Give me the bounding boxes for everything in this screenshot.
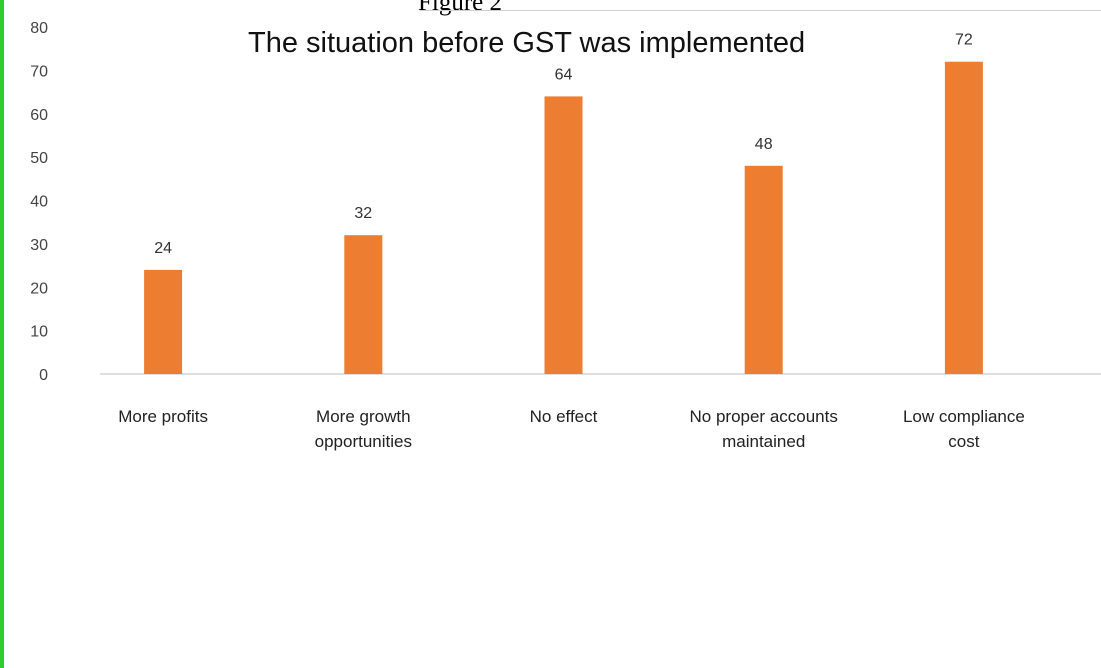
category-label: More profits [118,407,208,426]
figure-caption: Figure 2 [417,0,503,16]
bar [144,269,183,374]
category-label-line: cost [948,432,979,451]
category-label: More growth opportunities [315,407,412,451]
y-tick-label: 60 [30,107,48,124]
category-label-line: maintained [722,432,805,451]
chart-title: The situation before GST was implemented [248,27,806,59]
data-label: 64 [555,66,573,83]
category-label-line: No effect [530,407,598,426]
category-label-line: opportunities [315,432,412,451]
y-tick-label: 70 [30,63,48,80]
category-label-line: More growth [316,407,410,426]
data-label: 72 [955,32,973,49]
top-rule [420,10,1101,11]
category-label: Low compliance cost [903,407,1025,451]
data-label: 48 [755,136,773,153]
y-tick-label: 30 [30,237,48,254]
y-tick-label: 80 [30,20,48,37]
bar [744,165,783,374]
bar [944,61,983,374]
data-label: 32 [354,205,372,222]
y-tick-label: 10 [30,324,48,341]
y-tick-label: 0 [39,367,48,384]
bar [344,235,383,374]
category-label: No proper accounts maintained [690,407,838,451]
data-label: 24 [154,240,172,257]
category-label-line: No proper accounts [690,407,838,426]
y-tick-label: 40 [30,194,48,211]
category-label: No effect [530,407,598,426]
category-label-line: More profits [118,407,208,426]
category-label-line: Low compliance [903,407,1025,426]
y-tick-label: 20 [30,280,48,297]
y-tick-label: 50 [30,150,48,167]
bar [544,96,583,375]
left-border [0,0,4,668]
